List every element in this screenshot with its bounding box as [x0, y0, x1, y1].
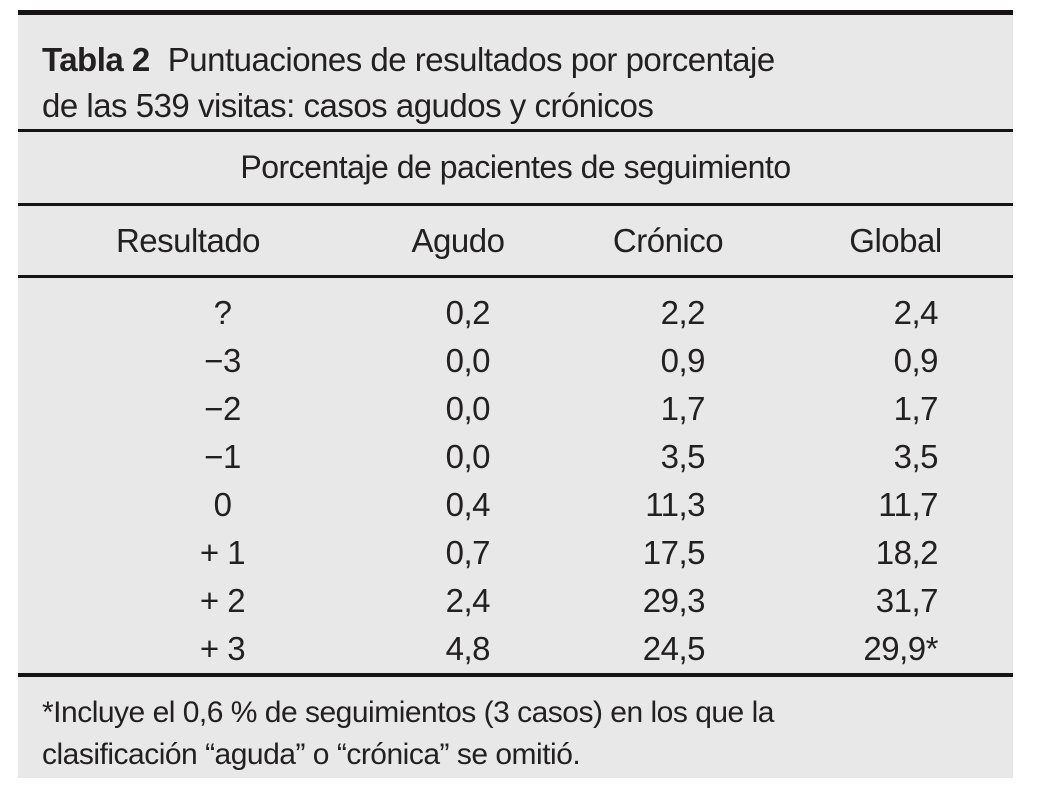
table-row: + 3 4,8 24,5 29,9*	[18, 625, 1013, 673]
rule-below-title	[18, 129, 1013, 132]
footnote-line1: *Incluye el 0,6 % de seguimientos (3 cas…	[42, 696, 774, 729]
cell-global: 11,7	[878, 486, 938, 523]
cell-global: 2,4	[893, 294, 939, 331]
top-rule	[18, 10, 1013, 15]
table-row: + 1 0,7 17,5 18,2	[18, 529, 1013, 577]
cell-agudo: 0,0	[445, 342, 491, 379]
table-row: 0 0,4 11,3 11,7	[18, 481, 1013, 529]
rule-above-footnote	[18, 673, 1013, 677]
cell-cronico: 17,5	[642, 534, 706, 571]
cell-cronico: 1,7	[660, 390, 706, 427]
table-header: Resultado Agudo Crónico Global	[18, 206, 1013, 278]
cell-agudo: 2,4	[445, 582, 491, 619]
cell-global: 0,9	[893, 342, 939, 379]
column-header-cronico: Crónico	[558, 206, 778, 278]
results-table: Resultado Agudo Crónico Global ? 0,2 2,2…	[18, 206, 1013, 673]
cell-global: 29,9*	[863, 630, 938, 667]
table-number: Tabla 2	[42, 41, 150, 78]
cell-resultado: + 1	[199, 534, 246, 571]
footnote: *Incluye el 0,6 % de seguimientos (3 cas…	[18, 677, 1013, 776]
table-row: −1 0,0 3,5 3,5	[18, 433, 1013, 481]
column-header-resultado: Resultado	[18, 206, 358, 278]
cell-cronico: 24,5	[642, 630, 706, 667]
cell-agudo: 0,0	[445, 390, 491, 427]
table-title: Tabla 2 Puntuaciones de resultados por po…	[18, 15, 1013, 129]
table-title-line1: Tabla 2 Puntuaciones de resultados por po…	[42, 37, 983, 83]
cell-global: 3,5	[893, 438, 939, 475]
cell-cronico: 2,2	[660, 294, 706, 331]
cell-resultado: −1	[204, 438, 241, 475]
spanning-header: Porcentaje de pacientes de seguimiento	[240, 149, 791, 185]
table-row: −3 0,0 0,9 0,9	[18, 337, 1013, 385]
cell-resultado: ?	[213, 294, 232, 331]
cell-cronico: 3,5	[660, 438, 706, 475]
cell-resultado: −3	[204, 342, 241, 379]
cell-cronico: 11,3	[645, 486, 705, 523]
cell-agudo: 0,7	[445, 534, 491, 571]
cell-resultado: 0	[213, 486, 232, 523]
footnote-line2: clasificación “aguda” o “crónica” se omi…	[42, 738, 581, 771]
table-row: ? 0,2 2,2 2,4	[18, 277, 1013, 338]
cell-global: 1,7	[893, 390, 939, 427]
column-header-agudo: Agudo	[358, 206, 558, 278]
cell-global: 31,7	[875, 582, 939, 619]
table-title-text-1: Puntuaciones de resultados por porcentaj…	[167, 41, 775, 78]
cell-resultado: −2	[204, 390, 241, 427]
rule-below-spanner	[18, 203, 1013, 206]
header-row: Resultado Agudo Crónico Global	[18, 206, 1013, 278]
column-header-global: Global	[778, 206, 1013, 278]
table-body: ? 0,2 2,2 2,4 −3 0,0 0,9 0,9 −2 0,0 1,7 …	[18, 277, 1013, 674]
cell-agudo: 0,2	[445, 294, 491, 331]
cell-cronico: 0,9	[660, 342, 706, 379]
cell-cronico: 29,3	[642, 582, 706, 619]
cell-global: 18,2	[875, 534, 939, 571]
cell-agudo: 0,4	[445, 486, 491, 523]
tabla-2-panel: Tabla 2 Puntuaciones de resultados por po…	[18, 10, 1013, 778]
cell-resultado: + 3	[199, 630, 246, 667]
cell-resultado: + 2	[199, 582, 246, 619]
table-title-text-2: de las 539 visitas: casos agudos y cróni…	[42, 87, 654, 124]
cell-agudo: 4,8	[445, 630, 491, 667]
table-row: −2 0,0 1,7 1,7	[18, 385, 1013, 433]
table-row: + 2 2,4 29,3 31,7	[18, 577, 1013, 625]
cell-agudo: 0,0	[445, 438, 491, 475]
